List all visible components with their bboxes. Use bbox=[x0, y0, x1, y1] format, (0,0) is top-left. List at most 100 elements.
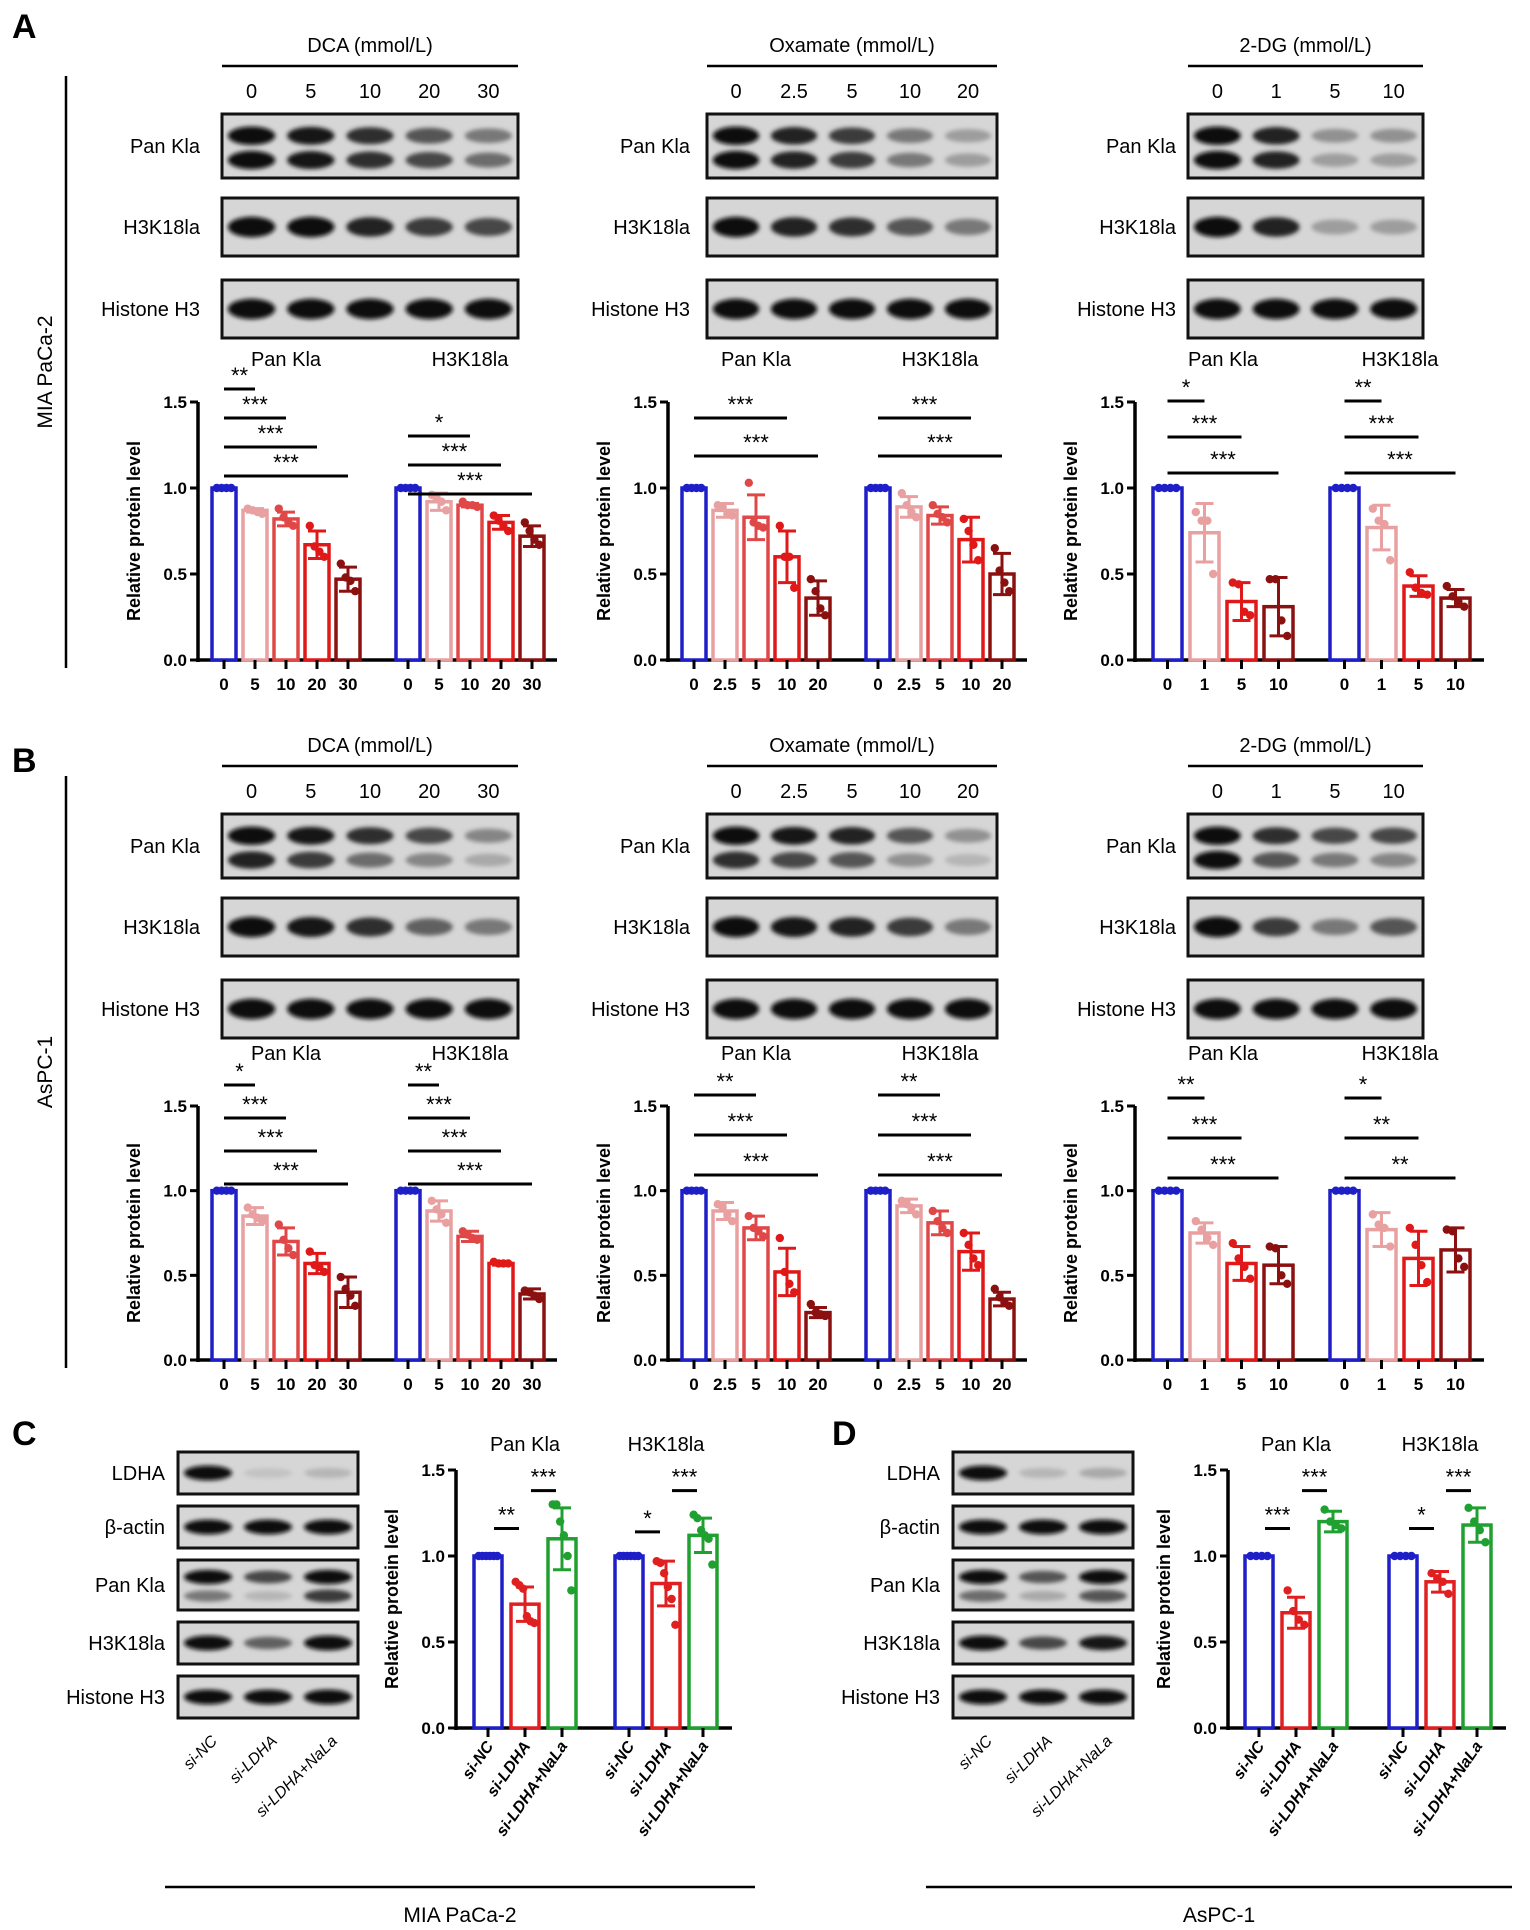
data-point bbox=[708, 1560, 717, 1569]
blot-strip bbox=[951, 1674, 1135, 1720]
data-point bbox=[563, 1551, 572, 1561]
significance-label: ** bbox=[900, 1069, 918, 1094]
x-tick-label: 10 bbox=[277, 1375, 296, 1394]
significance-label: *** bbox=[531, 1465, 557, 1490]
data-point bbox=[1331, 483, 1341, 493]
y-tick-label: 0.5 bbox=[163, 1266, 187, 1285]
y-tick-label: 1.0 bbox=[633, 1182, 657, 1201]
blot-band bbox=[1079, 1635, 1127, 1651]
blot-band bbox=[770, 826, 818, 845]
blot-band bbox=[227, 126, 276, 145]
blot-row-label: Pan Kla bbox=[130, 136, 201, 158]
blot-band bbox=[1252, 917, 1300, 937]
panel-letter-d: D bbox=[832, 1415, 857, 1453]
blot-band bbox=[405, 998, 453, 1020]
x-tick-label: 5 bbox=[935, 1375, 944, 1394]
blot-band bbox=[712, 216, 760, 238]
data-point bbox=[790, 583, 799, 592]
data-point bbox=[974, 1260, 983, 1270]
x-tick-label: 10 bbox=[962, 675, 981, 694]
dose-label: 20 bbox=[957, 781, 979, 803]
blot-band bbox=[227, 826, 276, 845]
y-axis-label: Relative protein level bbox=[382, 1509, 402, 1689]
dose-label: 5 bbox=[305, 81, 316, 103]
y-tick-label: 1.0 bbox=[1193, 1547, 1217, 1566]
significance-label: *** bbox=[457, 1158, 483, 1183]
significance-label: *** bbox=[1192, 411, 1218, 436]
blot-strip bbox=[705, 196, 999, 258]
blot-strip bbox=[951, 1450, 1135, 1496]
blot-band bbox=[464, 853, 513, 867]
x-tick-label: 0 bbox=[219, 1375, 228, 1394]
significance-label: * bbox=[643, 1506, 652, 1531]
blot-strip bbox=[176, 1504, 360, 1550]
dose-label: 0 bbox=[1212, 781, 1223, 803]
blot-band bbox=[770, 998, 818, 1020]
blot-band bbox=[712, 126, 760, 145]
blot-frame bbox=[705, 812, 999, 880]
significance-label: ** bbox=[498, 1502, 516, 1527]
blot-band bbox=[304, 1635, 352, 1651]
significance-label: *** bbox=[927, 430, 953, 455]
blot-band bbox=[464, 217, 513, 237]
blot-band bbox=[464, 128, 513, 144]
blot-band bbox=[944, 298, 992, 320]
bar bbox=[456, 503, 484, 662]
blot-band bbox=[405, 217, 453, 237]
group-title: H3K18la bbox=[1402, 1434, 1480, 1456]
blot-strip bbox=[1186, 978, 1425, 1040]
blot-row-label: Pan Kla bbox=[620, 136, 691, 158]
y-tick-label: 0.5 bbox=[1193, 1633, 1217, 1652]
x-tick-label: 0 bbox=[873, 675, 882, 694]
data-point bbox=[1154, 483, 1164, 493]
blot-strip bbox=[220, 978, 520, 1040]
blot-band bbox=[287, 126, 335, 145]
group-title: Pan Kla bbox=[251, 349, 322, 371]
data-point bbox=[881, 483, 890, 493]
blot-band bbox=[1193, 150, 1241, 170]
blot-row-label: Histone H3 bbox=[591, 999, 690, 1021]
blot-band bbox=[1193, 916, 1241, 938]
treatment-label: Oxamate (mmol/L) bbox=[769, 35, 935, 57]
blot-strip bbox=[220, 112, 520, 180]
x-tick-label: 10 bbox=[1446, 1375, 1465, 1394]
bar bbox=[613, 1554, 645, 1730]
blot-row-label: H3K18la bbox=[88, 1633, 166, 1655]
y-axis-label: Relative protein level bbox=[1061, 1143, 1081, 1323]
blot-band bbox=[828, 852, 876, 868]
y-tick-label: 1.0 bbox=[163, 1182, 187, 1201]
blot-band bbox=[828, 127, 876, 145]
significance-label: * bbox=[1417, 1502, 1426, 1527]
y-axis-label: Relative protein level bbox=[124, 441, 144, 621]
blot-band bbox=[346, 827, 394, 845]
x-tick-label: si-NC bbox=[1374, 1738, 1412, 1782]
significance-label: ** bbox=[716, 1069, 734, 1094]
blot-band bbox=[304, 1689, 352, 1705]
blot-row-label: H3K18la bbox=[613, 217, 691, 239]
bar bbox=[1151, 1188, 1184, 1362]
blot-row-label: β-actin bbox=[880, 1517, 940, 1539]
y-tick-label: 0.0 bbox=[1100, 1351, 1124, 1370]
bar bbox=[864, 1188, 892, 1362]
blot-band bbox=[184, 1465, 232, 1481]
blot-band bbox=[770, 298, 818, 320]
blot-band bbox=[828, 151, 876, 169]
blot-band bbox=[184, 1635, 232, 1651]
blot-row-label: Histone H3 bbox=[101, 999, 200, 1021]
blot-band bbox=[1311, 298, 1359, 320]
group-title: Pan Kla bbox=[721, 349, 792, 371]
x-tick-label: 0 bbox=[219, 675, 228, 694]
blot-band bbox=[244, 1519, 292, 1535]
x-tick-label: 30 bbox=[523, 675, 542, 694]
blot-band bbox=[304, 1589, 352, 1603]
group-title: H3K18la bbox=[628, 1434, 706, 1456]
x-tick-label: 5 bbox=[250, 1375, 259, 1394]
blot-band bbox=[1079, 1689, 1127, 1705]
blot-band bbox=[1193, 298, 1241, 320]
blot-band bbox=[886, 917, 934, 937]
significance-label: *** bbox=[273, 450, 299, 475]
significance-label: *** bbox=[1210, 447, 1236, 472]
data-point bbox=[704, 1534, 713, 1544]
data-point bbox=[697, 483, 706, 493]
